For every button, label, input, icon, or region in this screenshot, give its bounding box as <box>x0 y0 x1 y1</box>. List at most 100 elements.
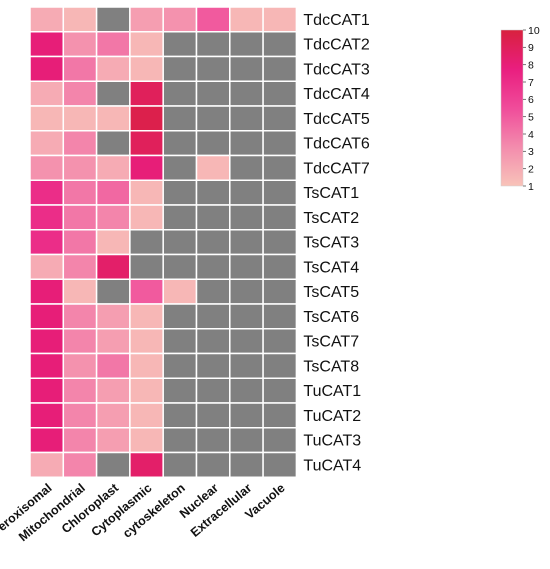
heatmap-cell <box>229 253 264 280</box>
row-label: TsCAT6 <box>303 309 359 326</box>
heatmap-cell <box>162 154 198 181</box>
heatmap-cell <box>229 154 264 181</box>
heatmap-cell <box>29 427 65 454</box>
heatmap-cell <box>262 278 298 305</box>
heatmap-cell <box>129 303 164 330</box>
colorbar-tick-label: 10 <box>528 25 540 37</box>
row-label: TuCAT1 <box>303 383 361 400</box>
heatmap-cell <box>62 154 98 181</box>
heatmap-cell <box>95 303 131 330</box>
heatmap-cell <box>29 303 65 330</box>
heatmap-cell <box>262 80 298 107</box>
row-label: TdcCAT4 <box>303 86 369 103</box>
heatmap-cells <box>29 6 298 478</box>
heatmap-cell <box>195 229 231 256</box>
heatmap-cell <box>129 402 164 429</box>
heatmap-cell <box>195 427 231 454</box>
heatmap-cell <box>95 352 131 379</box>
heatmap-cell <box>162 179 198 206</box>
heatmap-cell <box>195 352 231 379</box>
heatmap-cell <box>62 253 98 280</box>
colorbar-gradient <box>500 29 524 187</box>
heatmap-cell <box>95 253 131 280</box>
heatmap-cell <box>229 303 264 330</box>
heatmap-cell <box>62 278 98 305</box>
heatmap-cell <box>229 278 264 305</box>
row-label: TuCAT3 <box>303 433 361 450</box>
heatmap-cell <box>29 451 65 478</box>
heatmap-cell <box>62 451 98 478</box>
colorbar-tick-label: 7 <box>528 77 534 89</box>
heatmap-cell <box>162 328 198 355</box>
row-label: TdcCAT1 <box>303 12 369 29</box>
row-label: TsCAT5 <box>303 284 359 301</box>
heatmap-cell <box>62 229 98 256</box>
heatmap-cell <box>262 352 298 379</box>
row-label: TsCAT8 <box>303 358 359 375</box>
heatmap-cell <box>195 303 231 330</box>
heatmap-cell <box>62 204 98 231</box>
row-label: TdcCAT3 <box>303 61 369 78</box>
row-label: TsCAT7 <box>303 334 359 351</box>
heatmap-cell <box>29 6 65 33</box>
column-labels: PeroxisomalMitochondrialChloroplastCytop… <box>0 480 288 544</box>
heatmap-cell <box>62 105 98 132</box>
heatmap-cell <box>129 451 164 478</box>
colorbar-tick-label: 3 <box>528 146 534 158</box>
heatmap-cell <box>162 55 198 82</box>
heatmap-cell <box>29 55 65 82</box>
heatmap-cell <box>129 229 164 256</box>
heatmap-cell <box>262 229 298 256</box>
heatmap-cell <box>95 204 131 231</box>
heatmap-cell <box>162 31 198 58</box>
heatmap-cell <box>162 204 198 231</box>
heatmap-cell <box>129 6 164 33</box>
heatmap-cell <box>195 80 231 107</box>
heatmap-cell <box>129 427 164 454</box>
heatmap-cell <box>95 55 131 82</box>
heatmap-cell <box>62 427 98 454</box>
heatmap-cell <box>129 154 164 181</box>
heatmap-cell <box>95 427 131 454</box>
row-label: TdcCAT6 <box>303 136 369 153</box>
heatmap-cell <box>62 352 98 379</box>
heatmap-cell <box>62 80 98 107</box>
heatmap-cell <box>129 55 164 82</box>
heatmap-cell <box>162 402 198 429</box>
heatmap-cell <box>195 451 231 478</box>
heatmap-cell <box>262 154 298 181</box>
heatmap-cell <box>262 402 298 429</box>
heatmap-cell <box>62 130 98 157</box>
heatmap-cell <box>229 179 264 206</box>
heatmap-cell <box>195 328 231 355</box>
heatmap-cell <box>195 105 231 132</box>
heatmap-cell <box>62 377 98 404</box>
heatmap-cell <box>262 303 298 330</box>
row-label: TdcCAT5 <box>303 111 369 128</box>
heatmap-cell <box>229 6 264 33</box>
colorbar-tick-label: 5 <box>528 111 534 123</box>
heatmap-cell <box>29 31 65 58</box>
heatmap-cell <box>129 31 164 58</box>
heatmap-cell <box>229 204 264 231</box>
heatmap-cell <box>229 31 264 58</box>
heatmap-cell <box>29 278 65 305</box>
row-label: TsCAT2 <box>303 210 359 227</box>
heatmap-cell <box>62 6 98 33</box>
heatmap-cell <box>95 328 131 355</box>
heatmap-cell <box>229 105 264 132</box>
heatmap-cell <box>195 253 231 280</box>
colorbar-tick-label: 4 <box>528 129 534 141</box>
heatmap-cell <box>195 179 231 206</box>
heatmap-cell <box>229 328 264 355</box>
heatmap-cell <box>162 6 198 33</box>
colorbar-tick-label: 6 <box>528 94 534 106</box>
heatmap-cell <box>162 377 198 404</box>
heatmap-cell <box>262 204 298 231</box>
heatmap-cell <box>195 55 231 82</box>
heatmap-cell <box>95 402 131 429</box>
heatmap-cell <box>229 451 264 478</box>
heatmap-cell <box>95 80 131 107</box>
heatmap-cell <box>95 154 131 181</box>
